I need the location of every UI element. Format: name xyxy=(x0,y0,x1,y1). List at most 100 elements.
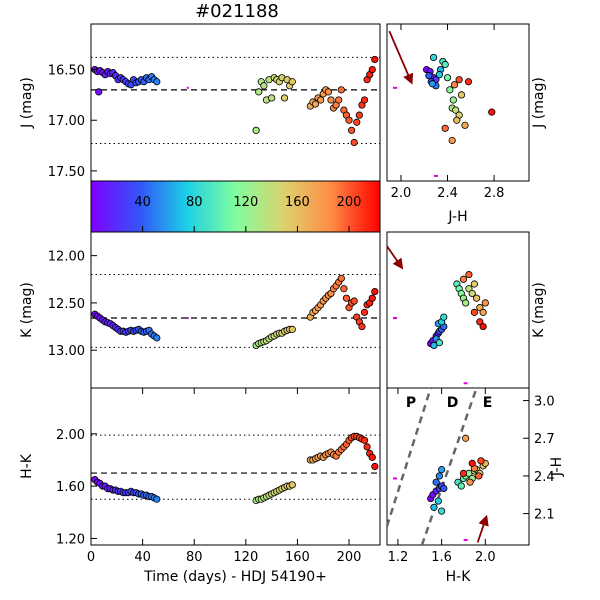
colorbar: 40 80 120 160 200 xyxy=(90,180,381,233)
y-tick-label: 17.50 xyxy=(48,165,85,180)
data-point xyxy=(311,100,320,108)
panel-6: P D E 2.1 2.4 2.7 3.0 1.2 1.6 2.0 J-H H-K xyxy=(385,387,565,585)
x-axis-label: H-K xyxy=(446,569,472,585)
data-point xyxy=(368,453,376,461)
panel-frame xyxy=(386,231,530,389)
panel-1: 16.50 17.00 17.50 J (mag) xyxy=(19,23,381,182)
panel-frame xyxy=(386,387,530,546)
y-tick-label: 2.7 xyxy=(534,432,555,447)
data-point xyxy=(337,274,345,282)
data-point xyxy=(95,88,103,96)
data-point xyxy=(268,94,276,102)
data-point xyxy=(342,294,351,302)
colorbar-tick-label: 160 xyxy=(285,195,310,210)
data-point xyxy=(459,469,468,478)
panel-4: K (mag) xyxy=(386,231,547,389)
data-point xyxy=(464,78,473,86)
x-tick-label: 80 xyxy=(186,550,203,565)
data-point xyxy=(340,285,348,293)
data-point xyxy=(280,94,289,102)
panel-frame xyxy=(90,387,381,546)
panels-layer: 16.50 17.00 17.50 J (mag) 2.0 2.4 2.8 J (mag) J-… xyxy=(19,23,565,585)
data-point xyxy=(472,294,481,302)
region-boundary-line xyxy=(385,387,432,527)
y-tick-label: 17.00 xyxy=(48,114,85,129)
data-point xyxy=(470,308,478,316)
data-point xyxy=(468,459,476,467)
data-point xyxy=(452,106,460,114)
y-tick-label: 2.00 xyxy=(56,428,85,443)
y-tick-label: 3.0 xyxy=(534,395,555,410)
colorbar-tick-label: 200 xyxy=(337,195,362,210)
y-tick-label: 1.20 xyxy=(56,532,85,547)
data-point xyxy=(438,466,446,474)
colorbar-tick-label: 120 xyxy=(233,195,258,210)
data-point xyxy=(450,81,459,89)
data-point xyxy=(260,82,268,90)
data-point xyxy=(327,96,335,104)
data-point xyxy=(255,88,263,96)
y-axis-label: K (mag) xyxy=(19,282,35,338)
region-label: E xyxy=(483,395,493,411)
data-point xyxy=(457,91,466,99)
panel-5: 1.20 1.60 2.00 0 40 80 120 160 200 H-K Time (days)… xyxy=(19,387,381,585)
y-tick-label: 1.60 xyxy=(56,480,85,495)
data-point xyxy=(324,88,332,96)
data-point xyxy=(430,503,438,511)
data-point xyxy=(371,287,379,296)
data-point xyxy=(438,507,446,515)
data-point xyxy=(441,124,449,132)
data-point xyxy=(288,325,296,333)
data-point xyxy=(371,462,379,471)
data-point xyxy=(461,121,469,129)
data-point xyxy=(355,111,363,119)
data-point xyxy=(440,313,448,321)
data-point xyxy=(481,299,489,307)
data-point xyxy=(153,78,161,86)
data-point xyxy=(448,136,456,145)
data-point xyxy=(432,478,440,486)
y-tick-label: 2.4 xyxy=(534,470,555,485)
data-point xyxy=(470,280,478,288)
y-axis-label: K (mag) xyxy=(531,282,547,338)
x-tick-label: 200 xyxy=(337,550,362,565)
data-point xyxy=(348,126,356,134)
panel-3: 12.00 12.50 13.00 K (mag) xyxy=(19,231,381,389)
x-tick-label: 2.8 xyxy=(484,186,505,201)
data-point xyxy=(363,443,371,451)
data-point xyxy=(335,96,343,104)
data-point xyxy=(425,72,433,80)
y-axis-label: J (mag) xyxy=(531,77,547,129)
data-point xyxy=(443,74,452,82)
reddening-arrow xyxy=(388,30,414,85)
data-point xyxy=(350,297,358,305)
data-point xyxy=(368,294,376,302)
data-point xyxy=(488,108,496,116)
x-axis-label: Time (days) - HDJ 54190+ xyxy=(143,569,327,585)
colorbar-gradient xyxy=(90,180,381,233)
data-point xyxy=(358,322,366,331)
data-point xyxy=(360,308,369,316)
data-point xyxy=(360,436,369,444)
panel-2: 2.0 2.4 2.8 J (mag) J-H xyxy=(386,23,547,225)
data-point xyxy=(457,482,465,490)
region-boundary-line xyxy=(420,387,478,546)
x-tick-label: 1.2 xyxy=(388,550,409,565)
panel-frame xyxy=(90,231,381,389)
y-tick-label: 12.00 xyxy=(48,250,85,265)
data-point xyxy=(466,478,474,486)
y-tick-label: 2.1 xyxy=(534,508,555,523)
data-point xyxy=(446,86,454,94)
data-point xyxy=(430,341,438,350)
data-point xyxy=(435,71,443,79)
y-axis-label: J-H xyxy=(549,457,565,477)
data-point xyxy=(353,118,361,126)
data-point xyxy=(465,270,473,279)
data-point xyxy=(462,299,470,307)
colorbar-tick-label: 80 xyxy=(186,195,203,210)
data-point xyxy=(434,497,442,505)
reddening-arrow xyxy=(476,514,489,543)
data-point xyxy=(360,96,369,104)
data-point xyxy=(449,96,457,104)
